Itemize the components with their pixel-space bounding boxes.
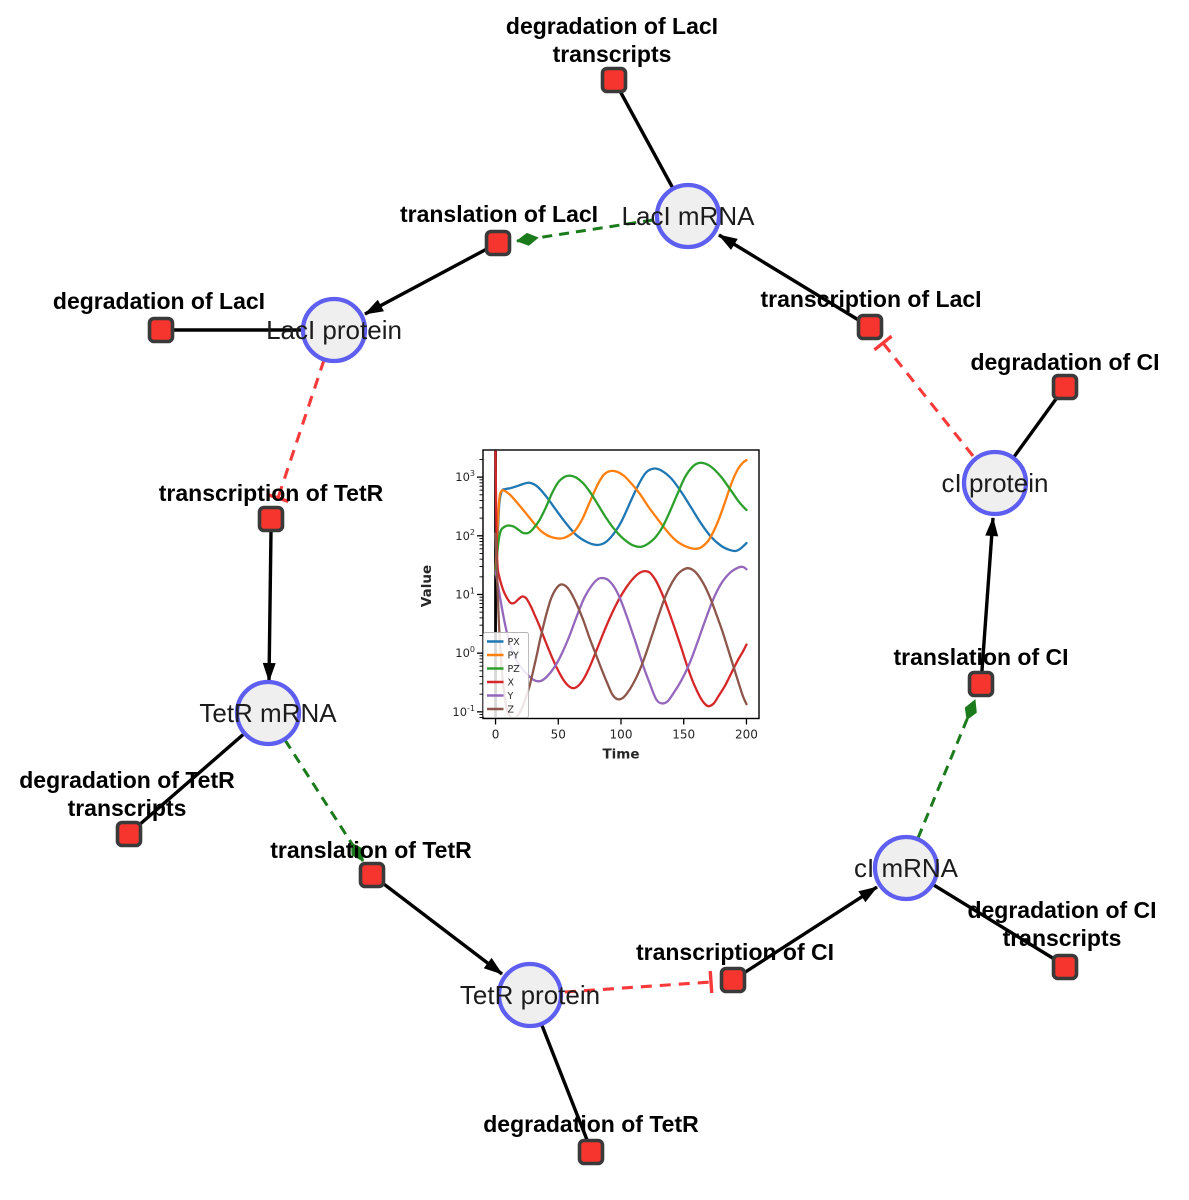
legend-label-PZ: PZ bbox=[508, 664, 521, 675]
series-line-PZ bbox=[494, 461, 748, 576]
legend-label-Z: Z bbox=[508, 705, 515, 716]
edge-tl_LacI-to-LacI_prot bbox=[364, 241, 499, 316]
reaction-label-deg_CI: degradation of CI bbox=[970, 349, 1159, 375]
reaction-node-deg_CI_tr bbox=[1051, 953, 1079, 981]
y-tick-label-1e0: 100 bbox=[455, 645, 475, 660]
species-label-TetR_mRNA: TetR mRNA bbox=[199, 698, 337, 728]
species-label-TetR_prot: TetR protein bbox=[460, 980, 600, 1010]
species-node-TetR_mRNA bbox=[234, 679, 302, 747]
species-label-LacI_mRNA: LacI mRNA bbox=[622, 201, 756, 231]
edge-tr_LacI-to-LacI_mRNA bbox=[718, 233, 871, 329]
labels-layer: degradation of LacItranscriptstranslatio… bbox=[19, 13, 1159, 1137]
reaction-label-deg_LacI: degradation of LacI bbox=[53, 288, 265, 314]
x-tick-label-50: 50 bbox=[551, 728, 566, 742]
reaction-node-deg_TetR_tr bbox=[115, 820, 143, 848]
edge-cI_prot-to-tr_LacI bbox=[883, 343, 975, 457]
nodes-layer bbox=[115, 66, 1079, 1166]
y-tick-label-1e-1: 10-1 bbox=[452, 704, 475, 719]
species-label-LacI_prot: LacI protein bbox=[266, 315, 402, 345]
y-tick-label-1e1: 101 bbox=[455, 586, 475, 601]
plot-background bbox=[483, 450, 759, 719]
species-node-cI_mRNA bbox=[872, 834, 940, 902]
x-tick-label-150: 150 bbox=[672, 728, 695, 742]
reaction-node-deg_TetR bbox=[577, 1138, 605, 1166]
reaction-node-tl_LacI bbox=[484, 229, 512, 257]
y-tick-label-1e2: 102 bbox=[455, 528, 475, 543]
edge-cI_mRNA-to-tl_CI bbox=[916, 699, 977, 839]
x-tick-label-200: 200 bbox=[735, 728, 758, 742]
reaction-label-deg_LacI_tr-line1: degradation of LacI bbox=[506, 13, 718, 39]
y-tick-label-1e3: 103 bbox=[455, 469, 475, 484]
reaction-label-tl_LacI: translation of LacI bbox=[400, 201, 598, 227]
edge-tr_CI-to-cI_mRNA bbox=[732, 885, 878, 982]
reaction-label-tl_CI: translation of CI bbox=[893, 644, 1068, 670]
reaction-node-deg_LacI bbox=[147, 316, 175, 344]
species-node-LacI_mRNA bbox=[654, 182, 722, 250]
x-tick-label-100: 100 bbox=[610, 728, 633, 742]
species-label-cI_mRNA: cI mRNA bbox=[854, 853, 959, 883]
series-line-PY bbox=[494, 458, 748, 576]
edge-tl_TetR-to-TetR_prot bbox=[370, 873, 504, 976]
reaction-label-deg_CI_tr-line1: degradation of CI bbox=[967, 897, 1156, 923]
species-node-LacI_prot bbox=[300, 296, 368, 364]
reaction-node-deg_CI bbox=[1051, 373, 1079, 401]
reaction-node-tl_CI bbox=[967, 670, 995, 698]
species-node-cI_prot bbox=[961, 449, 1029, 517]
x-axis-label: Time bbox=[602, 747, 639, 763]
reaction-node-tr_TetR bbox=[257, 505, 285, 533]
legend-label-PY: PY bbox=[508, 651, 520, 662]
legend-label-Y: Y bbox=[507, 691, 514, 702]
reaction-node-tr_CI bbox=[719, 966, 747, 994]
species-label-cI_prot: cI protein bbox=[942, 468, 1049, 498]
species-node-TetR_prot bbox=[496, 961, 564, 1029]
legend-label-PX: PX bbox=[508, 637, 521, 648]
legend-box bbox=[483, 632, 529, 718]
reaction-label-deg_CI_tr-line2: transcripts bbox=[1003, 925, 1122, 951]
reaction-node-tr_LacI bbox=[856, 313, 884, 341]
edge-LacI_mRNA-to-tl_LacI bbox=[516, 218, 654, 246]
reaction-label-deg_LacI_tr-line2: transcripts bbox=[553, 41, 672, 67]
edge-LacI_prot-to-tr_TetR bbox=[278, 359, 326, 498]
edge-tl_CI-to-cI_prot bbox=[979, 517, 999, 685]
edge-TetR_mRNA-to-tl_TetR bbox=[283, 739, 365, 862]
reaction-label-tl_TetR: translation of TetR bbox=[270, 837, 472, 863]
series-line-X bbox=[494, 450, 748, 708]
edge-tr_TetR-to-TetR_mRNA bbox=[262, 530, 276, 682]
reaction-label-tr_CI: transcription of CI bbox=[636, 939, 834, 965]
reaction-label-tr_LacI: transcription of LacI bbox=[760, 286, 981, 312]
reaction-label-deg_TetR_tr-line1: degradation of TetR bbox=[19, 767, 235, 793]
edge-TetR_prot-to-tr_CI bbox=[564, 982, 711, 994]
reaction-label-deg_TetR_tr-line2: transcripts bbox=[68, 795, 187, 821]
reaction-node-tl_TetR bbox=[358, 861, 386, 889]
legend-label-X: X bbox=[508, 678, 515, 689]
reaction-label-tr_TetR: transcription of TetR bbox=[159, 480, 384, 506]
plot-legend: PX PY PZ XYZ bbox=[483, 632, 529, 718]
reaction-node-deg_LacI_tr bbox=[600, 66, 628, 94]
y-axis-label: Value bbox=[419, 565, 435, 607]
reaction-label-deg_TetR: degradation of TetR bbox=[483, 1111, 699, 1137]
inset-plot: 0 50 100 150 20010-1100101102103TimeValuePXP… bbox=[419, 449, 760, 763]
x-tick-label-0: 0 bbox=[492, 728, 500, 742]
series-line-PX bbox=[494, 467, 748, 576]
